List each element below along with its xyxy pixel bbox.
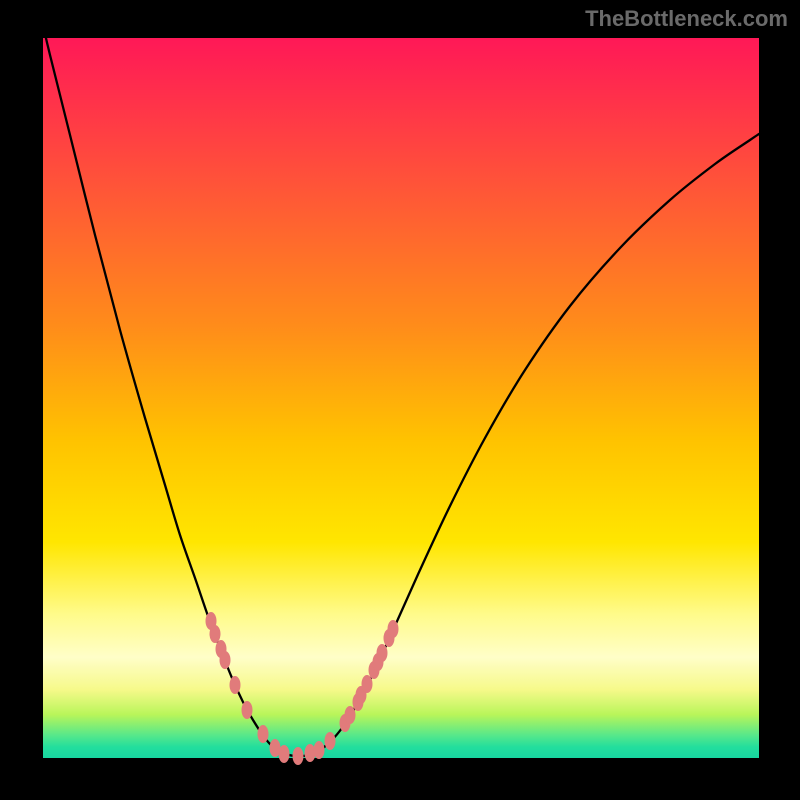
data-marker — [220, 651, 231, 669]
data-marker — [258, 725, 269, 743]
data-marker — [325, 732, 336, 750]
data-marker — [210, 625, 221, 643]
data-marker — [377, 644, 388, 662]
chart-container: TheBottleneck.com — [0, 0, 800, 800]
data-marker — [345, 706, 356, 724]
watermark-text: TheBottleneck.com — [585, 6, 788, 32]
plot-area — [43, 38, 759, 758]
data-marker — [242, 701, 253, 719]
data-marker — [230, 676, 241, 694]
data-marker — [314, 741, 325, 759]
bottleneck-chart — [0, 0, 800, 800]
data-marker — [362, 675, 373, 693]
data-marker — [293, 747, 304, 765]
data-marker — [279, 745, 290, 763]
data-marker — [388, 620, 399, 638]
